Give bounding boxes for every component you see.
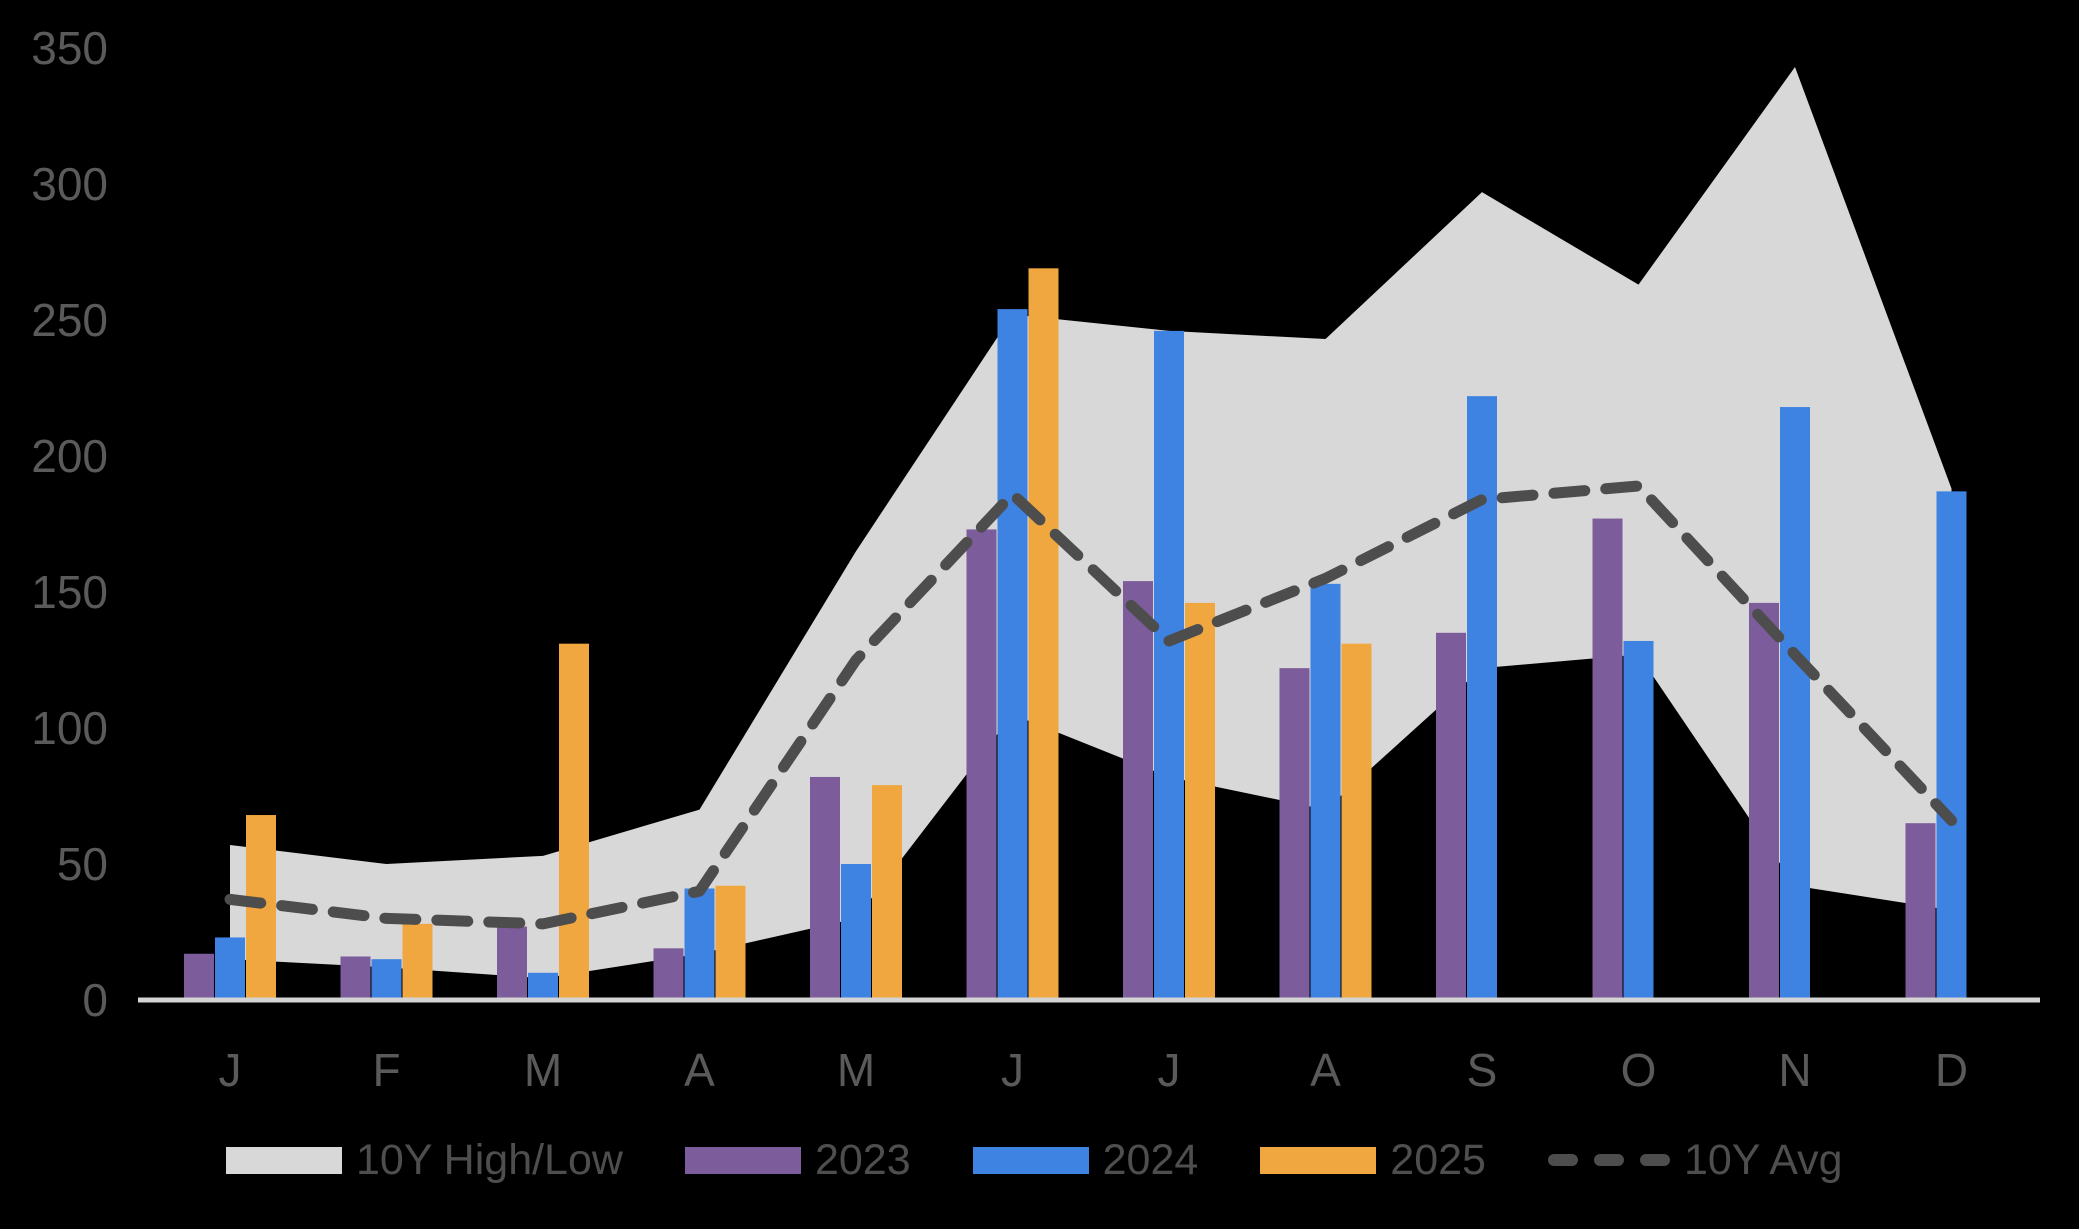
bar-2025-A3 <box>715 885 746 1000</box>
bar-2023-J0 <box>184 953 214 1000</box>
ten-year-avg-line <box>224 480 1957 930</box>
bar-2024-J5 <box>997 309 1028 1000</box>
bar-2024-N10 <box>1780 407 1810 1000</box>
x-tick-N10: N <box>1778 1044 1811 1096</box>
x-tick-S8: S <box>1467 1044 1498 1096</box>
y-tick-0: 0 <box>82 974 108 1026</box>
bar-2023-M2 <box>497 926 527 1000</box>
x-tick-J5: J <box>1001 1044 1024 1096</box>
label-2025: 2025 <box>1390 1135 1486 1184</box>
bar-2024-S8 <box>1467 396 1497 1000</box>
bar-2023-D11 <box>1905 823 1936 1000</box>
legend-item-band: 10Y High/Low <box>226 1136 623 1185</box>
label-2023: 2023 <box>814 1135 911 1184</box>
chart-legend: 10Y High/Low 2023 2024 2025 10Y Avg <box>226 1134 1843 1186</box>
bar-2025-F1 <box>402 923 433 1000</box>
legend-item-2025: 2025 <box>1260 1136 1486 1185</box>
x-tick-J0: J <box>219 1044 242 1096</box>
x-tick-O9: O <box>1621 1044 1657 1096</box>
bar-2023-S8 <box>1436 632 1466 1000</box>
y-axis-labels: 0 50 100 150 200 250 300 350 <box>31 22 108 1026</box>
bar-2024-D11 <box>1936 491 1967 1000</box>
bar-2024-J6 <box>1154 330 1184 1000</box>
bar-2024-M4 <box>841 864 871 1000</box>
legend-item-2023: 2023 <box>684 1135 911 1185</box>
bar-2023-J6 <box>1123 581 1153 1000</box>
bar-2025-A7 <box>1341 643 1372 1000</box>
y-tick-300: 300 <box>31 158 108 210</box>
y-tick-350: 350 <box>31 22 108 74</box>
x-tick-A7: A <box>1310 1044 1341 1096</box>
swatch-2024 <box>972 1146 1089 1174</box>
bar-2025-J5 <box>1028 268 1059 1000</box>
bar-2023-A7 <box>1279 668 1310 1000</box>
swatch-2025 <box>1260 1146 1377 1174</box>
swatch-2023 <box>684 1146 801 1174</box>
bar-2024-M2 <box>528 972 558 1000</box>
bar-2025-M4 <box>872 785 902 1000</box>
bar-2025-J6 <box>1185 602 1215 1000</box>
y-tick-50: 50 <box>57 838 108 890</box>
x-tick-A3: A <box>684 1044 715 1096</box>
bar-2023-J5 <box>966 529 997 1000</box>
y-tick-100: 100 <box>31 702 108 754</box>
bar-2024-O9 <box>1623 640 1654 1000</box>
x-tick-J6: J <box>1158 1044 1181 1096</box>
ten-year-high-low-band <box>230 67 1952 979</box>
bar-2023-F1 <box>340 956 371 1000</box>
bar-2023-O9 <box>1592 518 1623 1000</box>
y-tick-250: 250 <box>31 294 108 346</box>
x-tick-D11: D <box>1935 1044 1968 1096</box>
bar-2023-A3 <box>653 948 684 1000</box>
bar-2024-J0 <box>215 937 245 1000</box>
band-swatch <box>226 1146 342 1174</box>
label-2024: 2024 <box>1102 1135 1199 1184</box>
avg-label: 10Y Avg <box>1683 1135 1843 1184</box>
bar-2023-M4 <box>810 776 840 1000</box>
bar-2024-F1 <box>371 959 402 1000</box>
bar-2024-A3 <box>684 888 715 1000</box>
legend-item-avg: 10Y Avg <box>1547 1135 1843 1185</box>
y-tick-150: 150 <box>31 566 108 618</box>
x-tick-M4: M <box>837 1044 875 1096</box>
bar-2024-A7 <box>1310 583 1341 1000</box>
legend-item-2024: 2024 <box>972 1135 1199 1185</box>
bar-2023-N10 <box>1749 602 1779 1000</box>
bars-2025 <box>246 268 1372 1000</box>
x-tick-F1: F <box>372 1044 400 1096</box>
band-label: 10Y High/Low <box>356 1135 623 1184</box>
dashed-line-sample <box>1547 1154 1670 1166</box>
bar-2025-M2 <box>559 643 589 1000</box>
y-tick-200: 200 <box>31 430 108 482</box>
bars-2023 <box>184 518 1936 1000</box>
x-tick-M2: M <box>524 1044 562 1096</box>
